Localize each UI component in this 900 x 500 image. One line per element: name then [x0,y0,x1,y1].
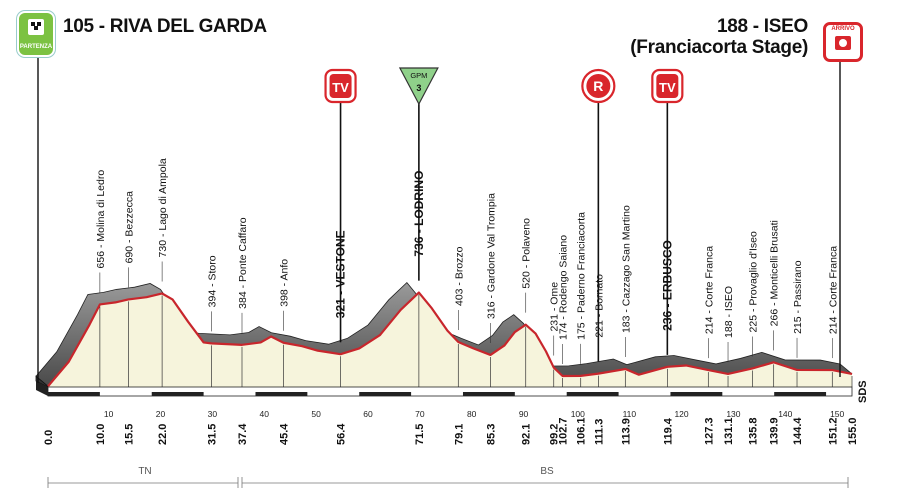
waypoint-label: 398 - Anfo [278,259,290,307]
km-label: 92.1 [521,424,533,445]
waypoint-label: 225 - Provaglio d'Iseo [747,231,759,332]
km-label: 31.5 [206,424,218,445]
axis-tick-label: 70 [415,409,425,419]
ruler-segment [48,392,100,396]
gpm-category: 3 [416,83,421,93]
axis-tick-label: 90 [519,409,529,419]
axis-tick-label: 20 [156,409,166,419]
ruler-segment [359,392,412,396]
ruler-segment [774,392,827,396]
axis-tick-label: 120 [674,409,688,419]
km-label: 155.0 [847,417,859,445]
waypoint-label: 316 - Gardone Val Trompia [485,193,497,319]
ruler-segment [462,392,515,396]
km-label: 22.0 [157,424,169,445]
axis-tick-label: 80 [467,409,477,419]
tv-icon-inner [329,74,352,98]
waypoint-label: 214 - Corte Franca [827,246,839,334]
km-label: 102.7 [558,417,570,445]
waypoint-label: 266 - Monticelli Brusati [769,220,781,326]
start-title: 105 - RIVA DEL GARDA [63,16,267,37]
region-label: BS [540,466,554,477]
ruler-segment [566,392,619,396]
waypoint-label: 520 - Polaveno [521,218,533,289]
start-flag-icon: PARTENZA [19,13,53,55]
finish-title: 188 - ISEO [717,16,808,37]
waypoint-label: 174 - Rodengo Saiano [558,235,570,340]
waypoint-label: 215 - Passirano [792,260,804,334]
gpm-icon [398,67,439,106]
waypoint-label: 221 - Bornato [593,274,605,338]
waypoint-label: 690 - Bezzecca [123,191,135,264]
km-label: 0.0 [43,430,55,445]
ruler-segment [670,392,723,396]
km-label: 15.5 [123,424,135,445]
waypoint-label: 183 - Cazzago San Martino [620,205,632,333]
km-label: 10.0 [95,424,107,445]
km-label: 85.3 [485,424,497,445]
waypoint-label: 231 - Ome [549,282,561,332]
refuel-icon-inner [586,74,611,98]
waypoint-label: 175 - Paderno Franciacorta [576,212,588,340]
axis-tick-label: 110 [623,409,637,419]
start-badge-label: PARTENZA [19,44,53,50]
km-label: 131.1 [723,417,735,445]
finish-subtitle: (Franciacorta Stage) [630,37,808,58]
km-label: 71.5 [414,424,426,445]
km-label: 79.1 [453,424,465,445]
waypoint-label: 403 - Brozzo [453,246,465,306]
km-label: 99.2 [549,424,561,445]
km-label: 119.4 [662,417,674,445]
sds-label: SDS [857,380,869,403]
axis-tick-label: 140 [778,409,792,419]
gpm-label: GPM [410,71,427,80]
tv-label: TV [659,80,676,95]
km-label: 45.4 [278,423,290,445]
tv-icon-inner [656,74,679,98]
region-label: TN [138,466,151,477]
axis-tick-label: 130 [726,409,740,419]
route-line [47,291,853,387]
ruler-left-cap [36,381,48,396]
km-label: 135.8 [747,417,759,445]
km-label: 56.4 [336,423,348,445]
profile-area [48,292,852,387]
waypoint-label: 188 - ISEO [723,286,735,338]
km-label: 111.3 [593,419,605,445]
km-label: 151.2 [827,417,839,445]
km-label: 106.1 [576,417,588,445]
tv-label: TV [332,80,349,95]
finish-flag-icon: ARRIVO [823,22,863,62]
axis-tick-label: 60 [363,409,373,419]
ruler-segment [255,392,308,396]
waypoint-label: 384 - Ponte Caffaro [237,217,249,309]
waypoint-label: 730 - Lago di Ampola [157,158,169,257]
axis-tick-label: 100 [571,409,585,419]
km-label: 127.3 [703,417,715,445]
ruler-segment [151,392,204,396]
axis-tick-label: 50 [311,409,321,419]
waypoint-label: 214 - Corte Franca [703,246,715,334]
axis-tick-label: 40 [259,409,269,419]
waypoint-label: 656 - Molina di Ledro [95,170,107,269]
km-label: 144.4 [792,417,804,445]
axis-tick-label: 10 [104,409,114,419]
km-label: 37.4 [237,423,249,445]
km-label: 139.9 [769,417,781,445]
km-label: 113.9 [620,418,632,445]
axis-tick-label: 30 [208,409,218,419]
finish-badge-label: ARRIVO [831,26,855,32]
axis-tick-label: 150 [830,409,844,419]
waypoint-label: 394 - Storo [206,255,218,307]
refuel-label: R [593,78,603,94]
